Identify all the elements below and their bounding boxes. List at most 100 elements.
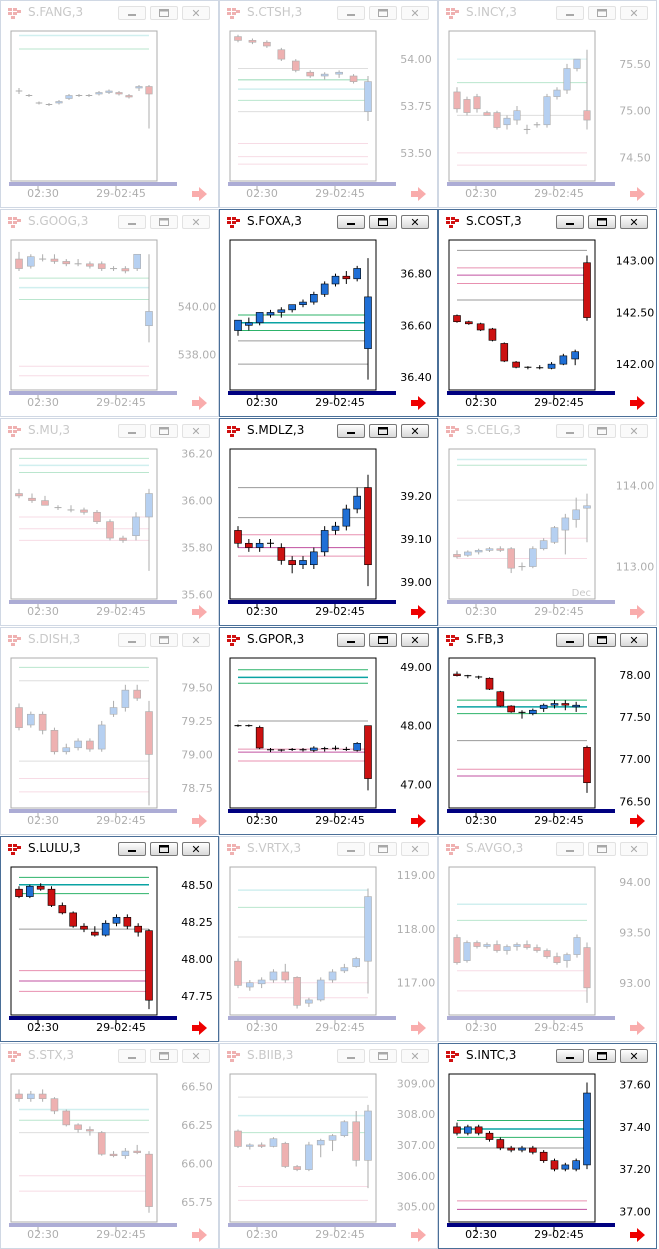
close-button[interactable]: ✕ [620,1049,648,1063]
restore-button[interactable] [588,6,616,20]
scroll-right-arrow-icon[interactable] [630,1021,645,1035]
minimize-button[interactable] [118,842,146,856]
candlestick-chart[interactable]: 02:30 29-02:45 [1,25,219,208]
close-button[interactable]: ✕ [401,215,429,229]
minimize-button[interactable] [118,6,146,20]
minimize-button[interactable] [118,424,146,438]
title-bar[interactable]: S.MDLZ,3 ✕ [220,419,437,443]
candlestick-chart[interactable]: 49.00 48.00 47.00 02:30 29-02:45 [220,652,438,835]
title-bar[interactable]: S.CTSH,3 ✕ [220,1,437,25]
title-bar[interactable]: S.COST,3 ✕ [439,210,656,234]
title-bar[interactable]: S.FB,3 ✕ [439,628,656,652]
restore-button[interactable] [369,6,397,20]
minimize-button[interactable] [337,424,365,438]
minimize-button[interactable] [556,842,584,856]
restore-button[interactable] [588,215,616,229]
chart-window[interactable]: S.CTSH,3 ✕ 54.00 53.75 53.50 02:30 29-02:45 [219,0,438,208]
candlestick-chart[interactable]: 36.80 36.60 36.40 02:30 29-02:45 [220,234,438,417]
close-button[interactable]: ✕ [401,6,429,20]
restore-button[interactable] [150,424,178,438]
title-bar[interactable]: S.GOOG,3 ✕ [1,210,218,234]
minimize-button[interactable] [556,6,584,20]
candlestick-chart[interactable]: 143.00 142.50 142.00 02:30 29-02:45 [439,234,657,417]
chart-window[interactable]: S.VRTX,3 ✕ 119.00 118.00 117.00 02:30 29-02:45 [219,836,438,1042]
restore-button[interactable] [369,424,397,438]
close-button[interactable]: ✕ [182,1049,210,1063]
chart-window[interactable]: S.AVGO,3 ✕ 94.00 93.50 93.00 02:30 29-02:45 [438,836,657,1042]
minimize-button[interactable] [556,633,584,647]
scroll-right-arrow-icon[interactable] [411,605,426,619]
title-bar[interactable]: S.INTC,3 ✕ [439,1044,656,1068]
candlestick-chart[interactable]: 66.50 66.25 66.00 65.75 02:30 29-02:45 [1,1068,219,1249]
scroll-right-arrow-icon[interactable] [192,605,207,619]
minimize-button[interactable] [337,842,365,856]
candlestick-chart[interactable]: 39.20 39.10 39.00 02:30 29-02:45 [220,443,438,626]
minimize-button[interactable] [118,215,146,229]
close-button[interactable]: ✕ [182,633,210,647]
candlestick-chart[interactable]: 37.60 37.40 37.20 37.00 02:30 29-02:45 [439,1068,657,1249]
title-bar[interactable]: S.VRTX,3 ✕ [220,837,437,861]
scroll-right-arrow-icon[interactable] [630,396,645,410]
candlestick-chart[interactable]: 94.00 93.50 93.00 02:30 29-02:45 [439,861,657,1042]
minimize-button[interactable] [118,633,146,647]
scroll-right-arrow-icon[interactable] [192,396,207,410]
scroll-right-arrow-icon[interactable] [192,1021,207,1035]
chart-window[interactable]: S.FOXA,3 ✕ 36.80 36.60 36.40 02:30 29-02:45 [219,209,438,417]
close-button[interactable]: ✕ [620,6,648,20]
minimize-button[interactable] [118,1049,146,1063]
chart-window[interactable]: S.GOOG,3 ✕ 540.00 538.00 02:30 29-02:45 [0,209,219,417]
close-button[interactable]: ✕ [620,424,648,438]
restore-button[interactable] [150,1049,178,1063]
scroll-right-arrow-icon[interactable] [192,1228,207,1242]
title-bar[interactable]: S.STX,3 ✕ [1,1044,218,1068]
title-bar[interactable]: S.INCY,3 ✕ [439,1,656,25]
scroll-right-arrow-icon[interactable] [411,814,426,828]
restore-button[interactable] [150,842,178,856]
title-bar[interactable]: S.CELG,3 ✕ [439,419,656,443]
title-bar[interactable]: S.GPOR,3 ✕ [220,628,437,652]
chart-window[interactable]: S.STX,3 ✕ 66.50 66.25 66.00 65.75 02:30 29-02:4… [0,1043,219,1249]
title-bar[interactable]: S.LULU,3 ✕ [1,837,218,861]
candlestick-chart[interactable]: 48.50 48.25 48.00 47.75 02:30 29-02:45 [1,861,219,1042]
restore-button[interactable] [588,1049,616,1063]
restore-button[interactable] [588,842,616,856]
chart-window[interactable]: S.INCY,3 ✕ 75.50 75.00 74.50 02:30 29-02:45 [438,0,657,208]
restore-button[interactable] [369,1049,397,1063]
restore-button[interactable] [150,6,178,20]
close-button[interactable]: ✕ [620,215,648,229]
chart-window[interactable]: S.FANG,3 ✕ 02:30 29-02:45 [0,0,219,208]
restore-button[interactable] [369,633,397,647]
chart-window[interactable]: S.INTC,3 ✕ 37.60 37.40 37.20 37.00 02:30 29-02:… [438,1043,657,1249]
close-button[interactable]: ✕ [182,6,210,20]
close-button[interactable]: ✕ [182,424,210,438]
title-bar[interactable]: S.FANG,3 ✕ [1,1,218,25]
title-bar[interactable]: S.DISH,3 ✕ [1,628,218,652]
close-button[interactable]: ✕ [182,215,210,229]
restore-button[interactable] [150,215,178,229]
minimize-button[interactable] [337,215,365,229]
candlestick-chart[interactable]: 78.00 77.50 77.00 76.50 02:30 29-02:45 [439,652,657,835]
scroll-right-arrow-icon[interactable] [411,1021,426,1035]
candlestick-chart[interactable]: 36.20 36.00 35.80 35.60 02:30 29-02:45 [1,443,219,626]
chart-window[interactable]: S.DISH,3 ✕ 79.50 79.25 79.00 78.75 02:30 29-02:… [0,627,219,835]
restore-button[interactable] [588,633,616,647]
title-bar[interactable]: S.AVGO,3 ✕ [439,837,656,861]
close-button[interactable]: ✕ [620,842,648,856]
close-button[interactable]: ✕ [620,633,648,647]
scroll-right-arrow-icon[interactable] [630,814,645,828]
candlestick-chart[interactable]: 114.00 113.00 Dec 02:30 29-02:45 [439,443,657,626]
scroll-right-arrow-icon[interactable] [630,605,645,619]
scroll-right-arrow-icon[interactable] [192,814,207,828]
scroll-right-arrow-icon[interactable] [411,396,426,410]
scroll-right-arrow-icon[interactable] [411,187,426,201]
chart-window[interactable]: S.LULU,3 ✕ 48.50 48.25 48.00 47.75 02:30 29-02:… [0,836,219,1042]
title-bar[interactable]: S.MU,3 ✕ [1,419,218,443]
chart-window[interactable]: S.CELG,3 ✕ 114.00 113.00 Dec 02:30 29-02:45 [438,418,657,626]
restore-button[interactable] [588,424,616,438]
minimize-button[interactable] [556,1049,584,1063]
chart-window[interactable]: S.FB,3 ✕ 78.00 77.50 77.00 76.50 02:30 29-02:45 [438,627,657,835]
chart-window[interactable]: S.GPOR,3 ✕ 49.00 48.00 47.00 02:30 29-02:45 [219,627,438,835]
minimize-button[interactable] [337,633,365,647]
title-bar[interactable]: S.FOXA,3 ✕ [220,210,437,234]
candlestick-chart[interactable]: 540.00 538.00 02:30 29-02:45 [1,234,219,417]
